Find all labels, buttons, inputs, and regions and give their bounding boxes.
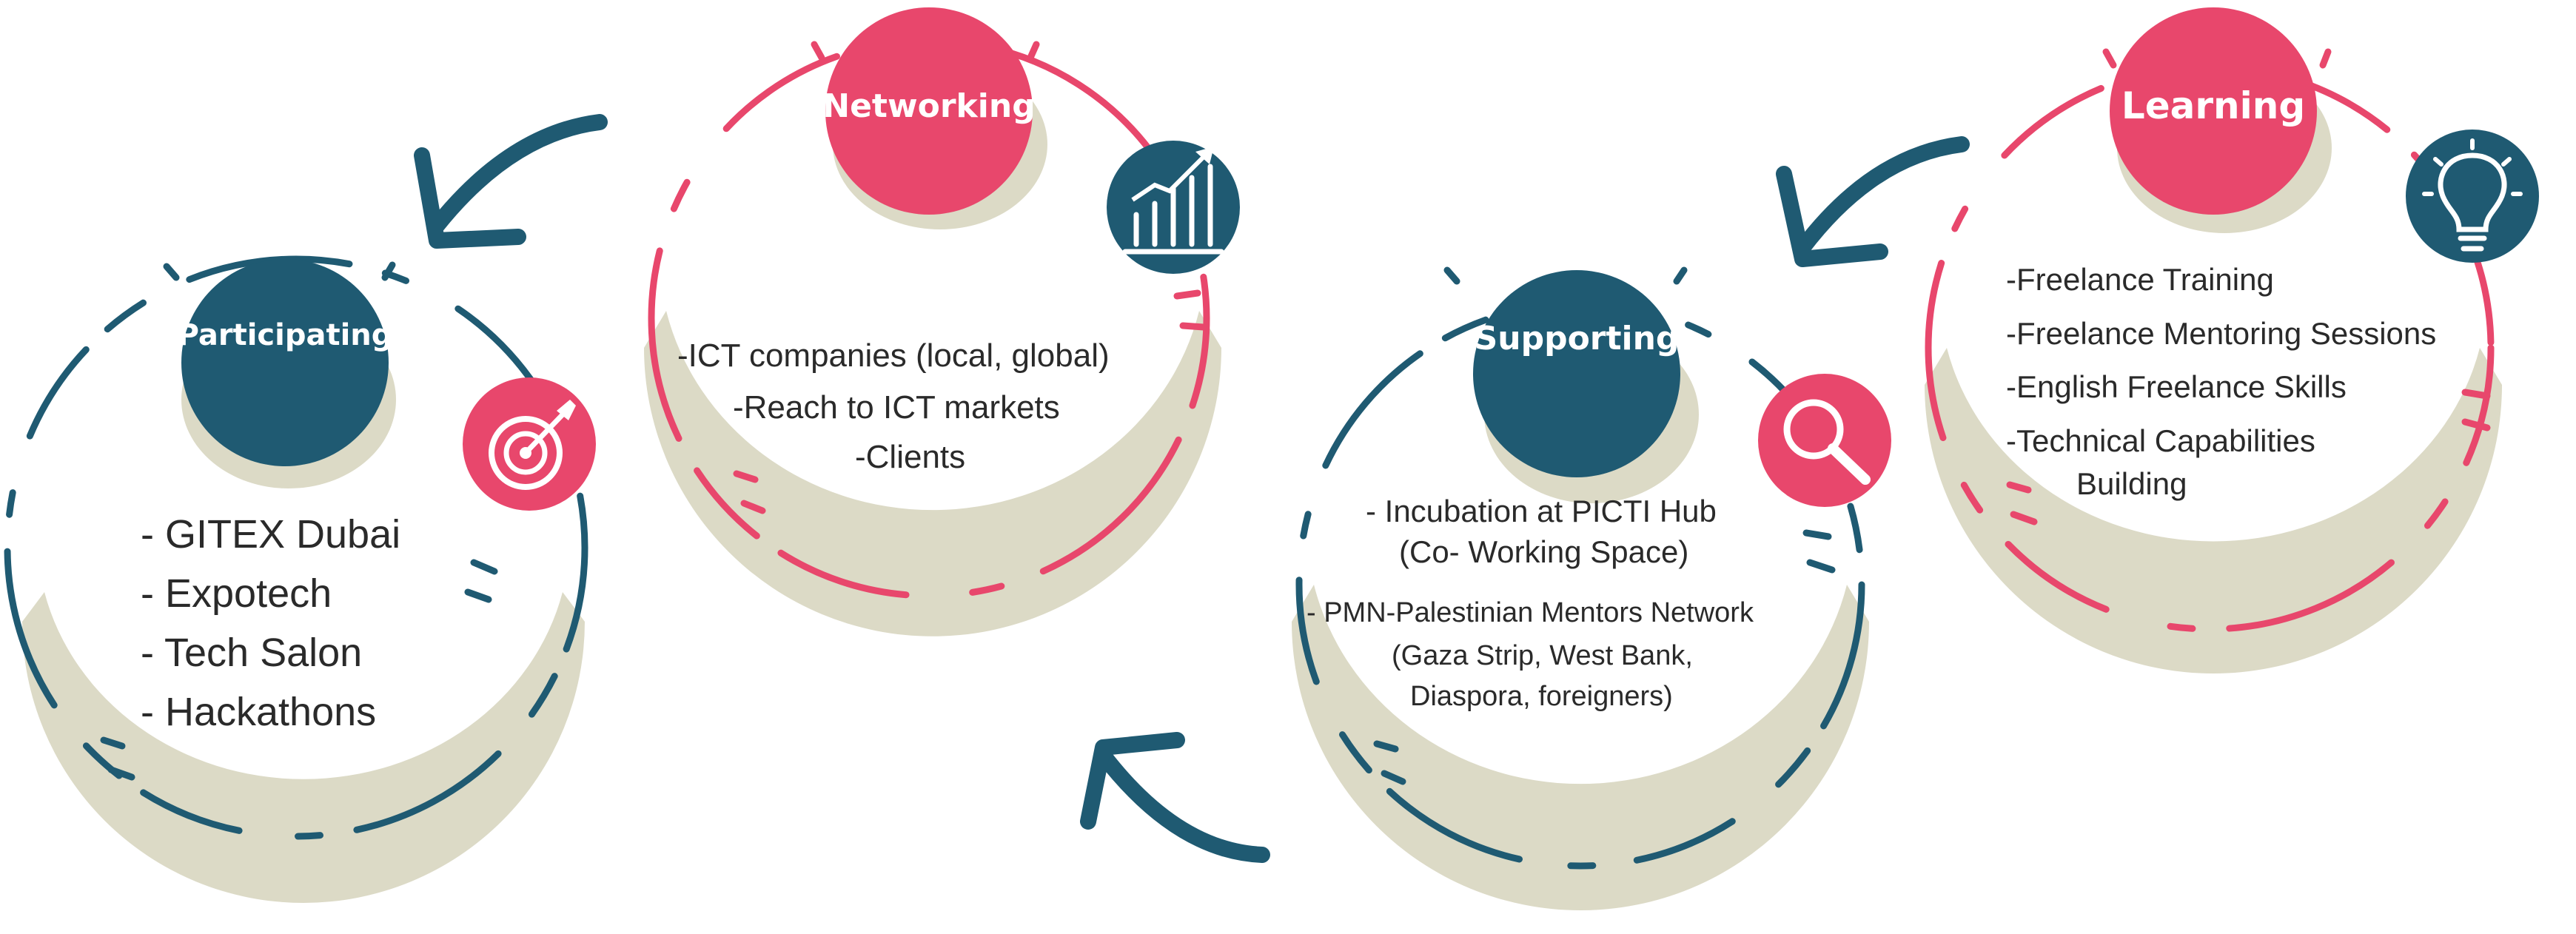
target-icon [463, 377, 596, 511]
stage-participating: Participating - GITEX Dubai - Expotech -… [4, 255, 596, 903]
item: -ICT companies (local, global) [677, 337, 1110, 374]
item: -English Freelance Skills [2006, 369, 2347, 404]
sketch-ticks [2006, 48, 2491, 525]
item: (Co- Working Space) [1399, 534, 1688, 569]
stage-badge [1473, 270, 1680, 477]
item: - GITEX Dubai [141, 512, 400, 557]
cycle-arrow-icon [1080, 732, 1270, 863]
stage-title: Learning [2121, 84, 2305, 127]
stage-title: Participating [178, 318, 393, 352]
stage-badge [825, 7, 1033, 215]
circle-outline [1925, 63, 2495, 633]
stage-badge [2110, 7, 2317, 215]
lightbulb-icon [2406, 130, 2539, 263]
stage-learning: Learning -Freelance Training -Freelance … [1925, 7, 2539, 673]
sketch-ticks [100, 261, 498, 781]
stage-supporting: Supporting - Incubation at PICTI Hub (Co… [1292, 266, 1891, 910]
item: Diaspora, foreigners) [1410, 681, 1673, 712]
item: Building [2076, 466, 2187, 501]
item: - Incubation at PICTI Hub [1366, 494, 1717, 528]
item: -Freelance Mentoring Sessions [2006, 316, 2436, 351]
stage-title: Networking [822, 87, 1035, 125]
item: -Freelance Training [2006, 262, 2274, 297]
item: - Hackathons [141, 690, 376, 734]
cycle-arrow-icon [1776, 136, 1970, 267]
item: -Clients [855, 439, 965, 475]
growth-chart-icon [1107, 141, 1240, 274]
stage-title: Supporting [1475, 320, 1680, 357]
sketch-ticks [733, 41, 1207, 514]
sketch-ticks [1373, 266, 1836, 785]
item: -Technical Capabilities [2006, 423, 2315, 458]
item: -Reach to ICT markets [733, 389, 1060, 426]
item: (Gaza Strip, West Bank, [1392, 640, 1693, 671]
stage-networking: Networking -ICT companies (local, global… [644, 7, 1240, 636]
circle-shadow [22, 592, 585, 903]
item: - PMN-Palestinian Mentors Network [1307, 597, 1754, 628]
magnifier-icon [1758, 374, 1891, 507]
item: - Expotech [141, 571, 332, 616]
cycle-arrow-icon [414, 114, 608, 249]
stage-badge [181, 259, 389, 466]
item: - Tech Salon [141, 631, 362, 675]
circle-outline [4, 255, 588, 840]
